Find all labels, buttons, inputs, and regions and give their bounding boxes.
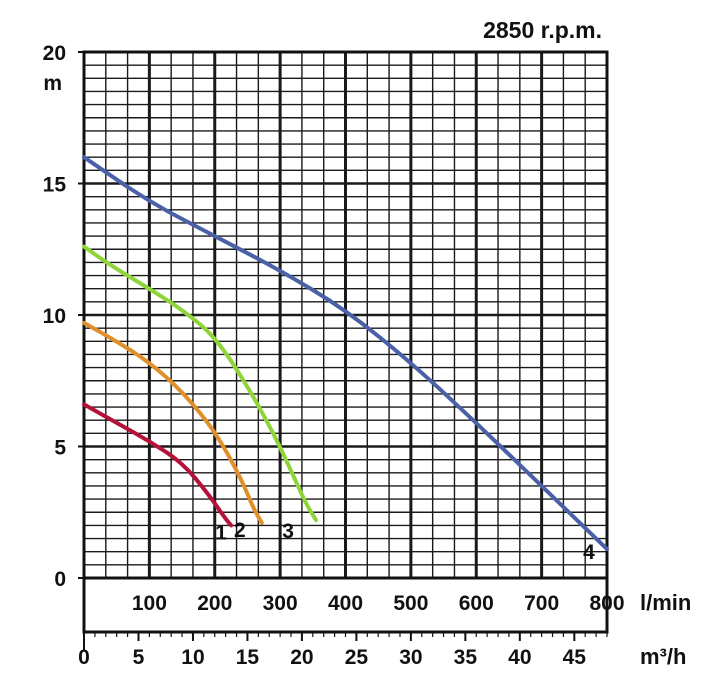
tick-labels: 0 5 10 15 20 100 200 300 400 500 600 700 800 0 5 10 15 20… [43,42,625,669]
x-primary-tick-label: 800 [589,592,624,615]
x-primary-tick-label: 400 [328,592,363,615]
x-secondary-tick-label: 45 [563,646,587,669]
y-tick-label: 15 [43,174,67,197]
chart-grid [78,50,609,650]
series-2-line [82,320,264,525]
x-axis-secondary-unit-label: m³/h [640,644,686,669]
x-primary-tick-label: 600 [459,592,494,615]
series-3-label: 3 [282,520,294,543]
x-secondary-tick-label: 35 [454,646,478,669]
x-primary-tick-label: 100 [132,592,167,615]
speed-label: 2850 r.p.m. [483,17,602,43]
x-primary-tick-label: 300 [263,592,298,615]
series-4-line [82,155,609,552]
x-primary-tick-label: 200 [197,592,232,615]
series-4-label: 4 [583,541,595,564]
x-secondary-tick-label: 15 [236,646,260,669]
x-secondary-tick-label: 0 [78,646,90,669]
x-secondary-tick-label: 5 [133,646,145,669]
curve-labels: 1 2 3 4 [215,519,595,564]
y-tick-label: 20 [43,42,66,65]
x-secondary-tick-label: 25 [345,646,369,669]
x-secondary-tick-label: 40 [508,646,531,669]
series-2-label: 2 [234,519,246,542]
x-axis-primary-unit-label: l/min [640,590,691,615]
series-1-label: 1 [215,521,227,544]
y-axis-unit-label: m [43,72,62,95]
secondary-axis-tick-marks [83,630,608,641]
y-tick-label: 10 [43,305,66,328]
x-primary-tick-label: 700 [524,592,559,615]
x-secondary-tick-label: 10 [181,646,204,669]
x-primary-tick-label: 500 [393,592,428,615]
series-layer [82,155,609,552]
y-tick-label: 0 [54,568,66,591]
y-tick-label: 5 [54,437,66,460]
series-3-line [82,244,319,523]
x-secondary-tick-label: 30 [399,646,422,669]
x-secondary-tick-label: 20 [290,646,313,669]
series-1-line [82,402,234,528]
